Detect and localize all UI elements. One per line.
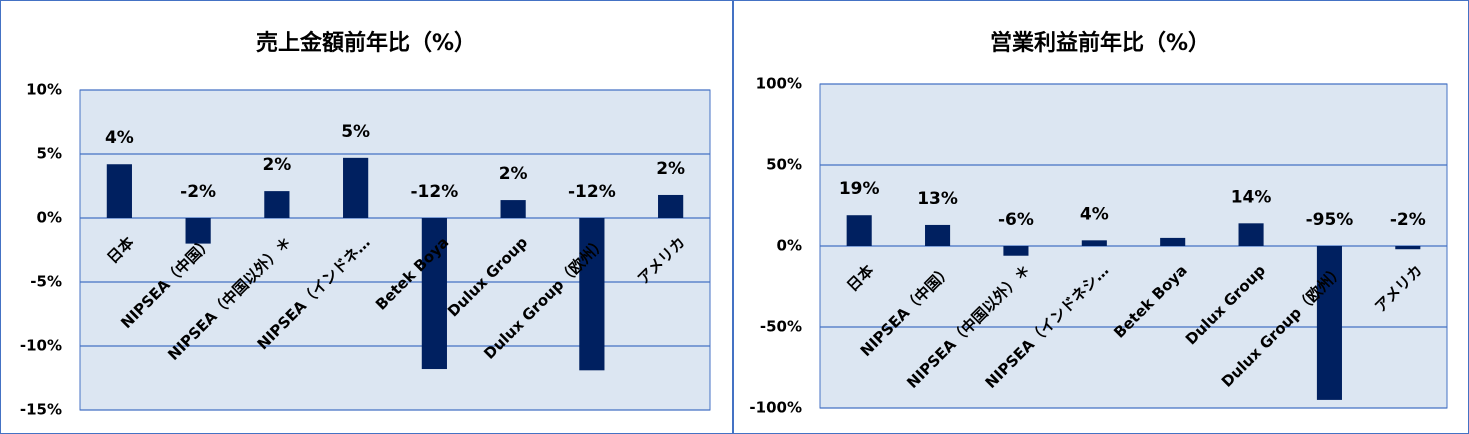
y-tick-label: 5%	[37, 145, 62, 163]
bar	[343, 157, 369, 218]
y-tick-label: -5%	[30, 273, 62, 291]
y-tick-label: 0%	[777, 237, 802, 255]
y-tick-label: 0%	[37, 209, 62, 227]
y-tick-label: 50%	[766, 156, 802, 174]
bar	[106, 164, 132, 218]
bar	[264, 191, 290, 218]
bar	[846, 215, 872, 246]
data-label: 14%	[1231, 187, 1272, 207]
data-label: 4%	[105, 128, 134, 148]
bar	[1316, 246, 1342, 400]
bar	[500, 200, 526, 218]
data-label: 2%	[656, 159, 685, 179]
bar	[658, 194, 684, 218]
bar	[1238, 223, 1264, 246]
data-label: -2%	[1390, 210, 1426, 230]
bar	[925, 224, 951, 246]
bar	[1003, 246, 1029, 256]
y-tick-label: -15%	[20, 401, 62, 419]
chart-title: 営業利益前年比（%）	[990, 30, 1210, 56]
bar	[1395, 246, 1421, 250]
data-label: 2%	[499, 164, 528, 184]
data-label: 19%	[839, 179, 880, 199]
y-tick-label: -50%	[760, 318, 802, 336]
data-label: 5%	[341, 122, 370, 142]
bar	[579, 218, 605, 371]
bar	[185, 218, 211, 244]
bar	[1160, 237, 1186, 246]
data-label: -2%	[180, 182, 216, 202]
bar	[421, 218, 447, 370]
data-label: -12%	[568, 182, 616, 202]
data-label: -6%	[998, 210, 1034, 230]
data-label: 4%	[1080, 204, 1109, 224]
chart-title: 売上金額前年比（%）	[256, 30, 476, 56]
data-label: -12%	[411, 182, 459, 202]
data-label: 13%	[917, 189, 958, 209]
y-tick-label: 100%	[756, 75, 802, 93]
data-label: 2%	[262, 155, 291, 175]
y-tick-label: -10%	[20, 337, 62, 355]
bar	[1081, 240, 1107, 246]
y-tick-label: -100%	[749, 399, 802, 417]
data-label: -95%	[1306, 210, 1354, 230]
y-tick-label: 10%	[26, 81, 62, 99]
